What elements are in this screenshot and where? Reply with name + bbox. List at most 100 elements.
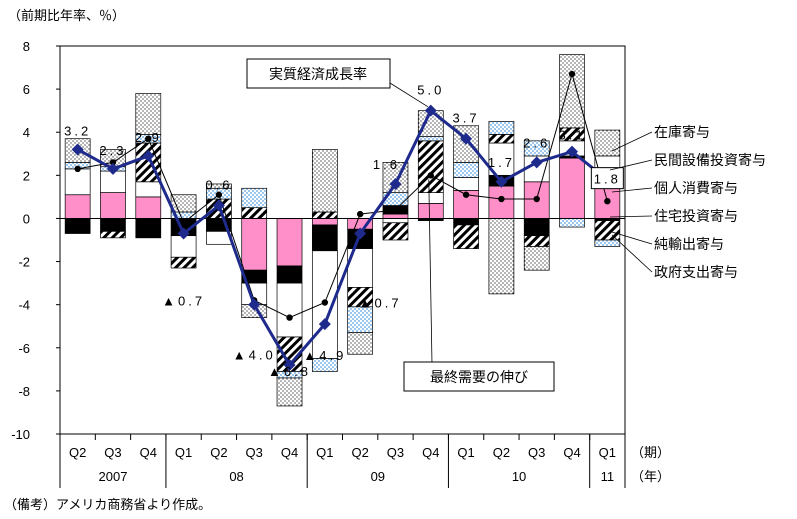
gdp-growth-point xyxy=(566,145,579,158)
bar-segment xyxy=(417,192,444,204)
final-demand-line xyxy=(77,72,608,319)
final-demand-callout-leader xyxy=(428,179,433,365)
year-label: 10 xyxy=(512,469,526,484)
bar-segment xyxy=(453,224,479,249)
x-tick-label: Q3 xyxy=(528,445,545,460)
legend-leader-line xyxy=(611,234,653,273)
gdp-growth-point xyxy=(389,177,402,190)
bar-segment xyxy=(523,218,550,237)
gdp-growth-point xyxy=(495,175,508,188)
gdp-growth-point xyxy=(212,199,225,212)
bar-segment xyxy=(276,265,303,284)
gdp-value-label: ▲4.0 xyxy=(233,348,276,363)
legend-label: 民間設備投資寄与 xyxy=(654,152,766,169)
x-tick-label: Q2 xyxy=(351,445,368,460)
gdp-label-box xyxy=(590,167,624,190)
final-demand-callout-box xyxy=(403,361,555,392)
bar-segment xyxy=(417,140,444,193)
legend-leader-line xyxy=(611,187,653,193)
y-tick-label: 4 xyxy=(23,125,30,140)
bar-segment xyxy=(453,218,479,226)
final-demand-point xyxy=(498,195,505,203)
bar-segment xyxy=(276,377,303,407)
final-demand-point xyxy=(180,219,187,226)
gdp-value-label: 1.7 xyxy=(488,155,515,170)
gdp-value-label: 3.2 xyxy=(64,123,91,138)
y-tick-label: -4 xyxy=(18,298,30,313)
bar-segment xyxy=(559,218,585,228)
bar-segment xyxy=(64,168,91,196)
bar-segment xyxy=(382,213,409,219)
bar-segment xyxy=(417,136,444,142)
bar-segment xyxy=(347,306,374,334)
year-axis-label: （年） xyxy=(631,469,670,484)
source-note: （備考）アメリカ商務省より作成。 xyxy=(4,498,212,513)
bar-segment xyxy=(488,134,515,144)
legend-label: 政府支出寄与 xyxy=(654,264,738,281)
x-tick-label: Q3 xyxy=(387,445,404,460)
gdp-growth-point xyxy=(142,149,155,162)
bar-segment xyxy=(241,207,268,219)
gdp-growth-point xyxy=(283,359,296,372)
bar-segment xyxy=(488,185,515,219)
bar-segment xyxy=(206,183,232,189)
x-tick-label: Q4 xyxy=(422,445,439,460)
x-tick-label: Q1 xyxy=(457,445,474,460)
y-tick-label: -6 xyxy=(18,341,30,356)
year-label: 08 xyxy=(229,469,243,484)
final-demand-callout-label: 最終需要の伸び xyxy=(430,370,528,386)
x-tick-label: Q2 xyxy=(210,445,227,460)
gdp-value-label: 1.6 xyxy=(373,157,400,172)
bar-segment xyxy=(488,218,515,295)
year-label: 2007 xyxy=(99,469,128,484)
gdp-value-label: 2.6 xyxy=(523,135,550,150)
bar-segment xyxy=(241,218,268,271)
bar-segment xyxy=(453,162,479,178)
bar-segment xyxy=(523,246,550,271)
gdp-callout-box xyxy=(246,58,391,89)
gdp-growth-point xyxy=(71,143,84,156)
bar-segment xyxy=(559,54,585,129)
gdp-growth-point xyxy=(530,156,543,169)
gdp-value-label: 1.8 xyxy=(594,172,621,187)
bar-segment xyxy=(382,222,409,241)
final-demand-point xyxy=(286,314,293,321)
bar-segment xyxy=(594,239,621,247)
bar-segment xyxy=(276,218,303,267)
gdp-value-label: ▲0.7 xyxy=(359,296,402,311)
period-axis-label: （期） xyxy=(631,445,670,460)
final-demand-point xyxy=(604,198,611,205)
legend-label: 純輸出寄与 xyxy=(654,236,724,253)
x-axis-group: Q2 Q3 Q4 Q1 Q2 Q3 Q4 Q1 Q2 Q3 Q4 Q1 Q2 Q3 Q4 Q1 2007 08 09… xyxy=(59,434,670,488)
y-tick-label: 2 xyxy=(23,168,30,183)
final-demand-point xyxy=(215,191,223,198)
y-tick-label: 0 xyxy=(23,211,30,226)
legend-label: 住宅投資寄与 xyxy=(654,208,738,225)
final-demand-point xyxy=(427,172,434,179)
x-tick-label: Q3 xyxy=(104,445,121,460)
bar-segment xyxy=(594,220,621,241)
bar-segment xyxy=(311,358,338,372)
bar-segment xyxy=(100,218,126,232)
bar-segment xyxy=(347,332,374,355)
bar-segment xyxy=(64,218,91,234)
final-demand-point xyxy=(462,191,470,198)
bar-segment xyxy=(276,282,303,338)
bar-segment xyxy=(135,93,162,135)
y-tick-label: -10 xyxy=(11,427,30,442)
gdp-value-label: 2.3 xyxy=(99,143,126,158)
x-tick-label: Q3 xyxy=(246,445,263,460)
bar-segment xyxy=(523,235,550,247)
bar-segment xyxy=(100,192,126,219)
final-demand-point xyxy=(356,210,364,218)
value-labels-group: 3.2 2.3 2.9 ▲0.7 0.6 ▲4.0▲6.8▲4.9 ▲0.7 1.6 5.0 3.… xyxy=(64,83,624,379)
final-demand-point xyxy=(392,206,399,214)
gdp-growth-point xyxy=(106,162,119,175)
bar-segment xyxy=(135,218,162,239)
gdp-growth-point xyxy=(424,104,437,117)
bar-segment xyxy=(382,218,409,224)
bar-segment xyxy=(135,196,162,219)
gdp-callout-leader xyxy=(389,82,428,108)
legend-leader-line xyxy=(609,215,653,218)
gdp-value-label: 5.0 xyxy=(417,83,444,98)
